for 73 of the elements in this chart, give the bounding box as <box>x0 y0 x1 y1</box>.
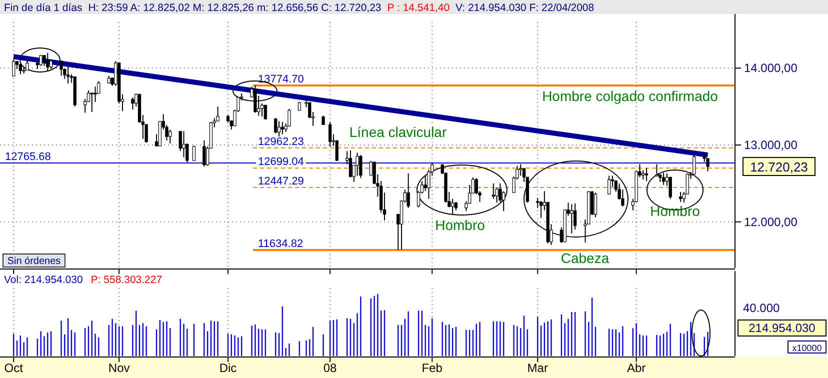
text: 40.000 <box>743 301 780 315</box>
candlestick <box>60 60 63 76</box>
text: Vol: 214.954.030 <box>4 274 83 286</box>
annotation: Hombro <box>435 217 486 233</box>
candlestick <box>277 120 281 138</box>
chart-subtitle: H: 23:59 A: 12.825,02 M: 12.825,26 m: 12.656,56 C: 12.720,23 <box>88 2 382 14</box>
candlestick <box>328 121 332 148</box>
ref-line-label: 12765.68 <box>5 151 51 164</box>
candlestick <box>168 129 172 144</box>
candlestick <box>655 164 658 178</box>
ref-line-label: 13774.70 <box>258 73 304 86</box>
x-tick-label: Oct <box>4 361 24 375</box>
text: 214.954.030 <box>748 321 816 335</box>
candlestick <box>608 175 611 195</box>
candlestick <box>192 145 196 161</box>
candlestick <box>182 130 186 158</box>
candlestick <box>692 152 696 175</box>
y-tick-label: 12.000,00 <box>744 214 798 229</box>
candlestick <box>280 121 284 135</box>
candlestick <box>706 158 710 172</box>
candlestick <box>359 154 362 179</box>
text: P: 558.303.227 <box>90 274 162 286</box>
text: V: 214.954.030 F: 22/04/2008 <box>456 2 594 14</box>
candlestick <box>131 96 134 110</box>
annotation: Hombro <box>650 203 700 219</box>
candlestick <box>573 202 577 230</box>
text: 12.720,23 <box>750 160 808 175</box>
candlestick <box>594 192 598 218</box>
candlestick <box>406 172 410 209</box>
candlestick <box>519 164 522 176</box>
candlestick <box>12 58 16 77</box>
candlestick <box>495 186 498 204</box>
candlestick <box>264 104 267 120</box>
x-tick-label: Dic <box>219 361 237 375</box>
candlestick <box>66 66 70 84</box>
candlestick <box>18 63 22 75</box>
annotation: Sin órdenes <box>7 256 61 267</box>
ref-line-label: 12699.04 <box>258 156 304 168</box>
y-tick-label: 13.000,00 <box>744 138 798 152</box>
candlestick <box>642 170 645 180</box>
candlestick <box>202 140 206 168</box>
annotation: Hombre colgado confirmado <box>542 88 718 104</box>
x-tick-label: Nov <box>108 361 130 375</box>
text: P : 14.541,40 <box>387 2 450 14</box>
x-tick-label: Mar <box>527 361 548 375</box>
candlestick <box>678 191 682 202</box>
candlestick <box>644 168 648 182</box>
candlestick <box>274 118 278 134</box>
x-tick-label: Feb <box>422 361 443 375</box>
text: x10000 <box>792 343 822 353</box>
x-tick-label: 08 <box>323 361 338 375</box>
annotation: Cabeza <box>560 250 610 266</box>
candlestick <box>46 52 50 72</box>
chart-title: Fin de día 1 días <box>4 2 82 14</box>
candlestick <box>424 175 427 192</box>
candlestick <box>356 152 359 176</box>
candlestick <box>450 198 454 216</box>
annotation: Línea clavicular <box>349 124 447 140</box>
candlestick <box>348 150 352 178</box>
candlestick <box>26 59 29 71</box>
candlestick <box>668 176 672 200</box>
candlestick <box>39 54 42 66</box>
x-tick-label: Abr <box>626 361 646 375</box>
candlestick <box>502 190 506 212</box>
ref-line-label: 12962.23 <box>258 136 304 148</box>
ref-line-label: 12447.29 <box>258 175 304 188</box>
candlestick <box>570 204 574 234</box>
candlestick <box>492 182 495 200</box>
candlestick <box>662 172 666 186</box>
candlestick <box>254 84 257 114</box>
y-tick-label: 14.000,00 <box>744 61 798 76</box>
ref-line-label: 11634.82 <box>258 238 304 250</box>
candlestick <box>94 86 97 102</box>
